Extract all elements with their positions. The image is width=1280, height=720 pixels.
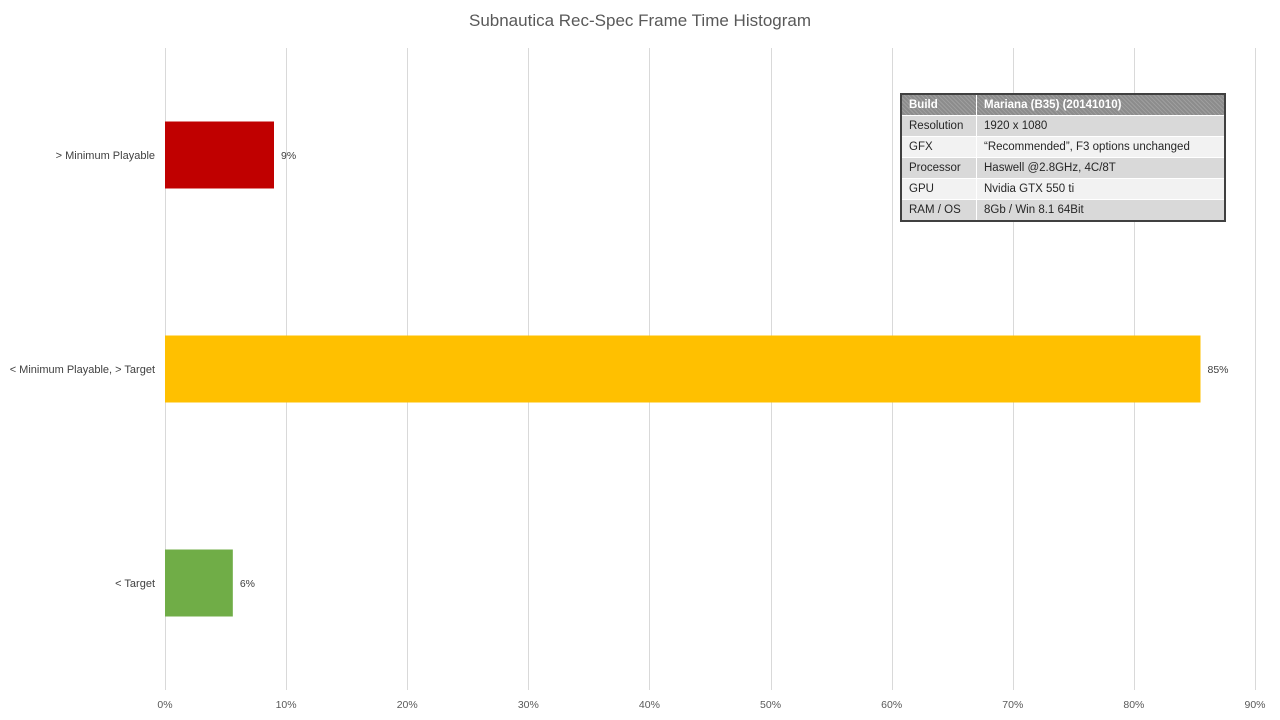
spec-value: Mariana (B35) (20141010) (976, 93, 1226, 116)
data-label: 6% (240, 578, 255, 590)
spec-row: GPU Nvidia GTX 550 ti (900, 178, 1226, 200)
spec-key: RAM / OS (900, 199, 977, 222)
labels: 0% 10% 20% 30% 40% 50% 60% 70% 80% 90% > Minimum P… (10, 150, 1266, 711)
x-tick-label: 20% (397, 699, 418, 711)
spec-value: 1920 x 1080 (976, 115, 1226, 137)
spec-table: Build Mariana (B35) (20141010) Resolutio… (900, 93, 1226, 222)
x-tick-label: 40% (639, 699, 660, 711)
x-tick-label: 30% (518, 699, 539, 711)
bar (165, 549, 233, 617)
spec-table-header: Build Mariana (B35) (20141010) (900, 93, 1226, 116)
y-category-label: < Minimum Playable, > Target (10, 364, 155, 376)
x-tick-label: 50% (760, 699, 781, 711)
bar (165, 335, 1201, 403)
y-category-label: > Minimum Playable (56, 150, 155, 162)
x-tick-label: 0% (157, 699, 172, 711)
x-tick-label: 10% (276, 699, 297, 711)
spec-row: Resolution 1920 x 1080 (900, 115, 1226, 137)
spec-value: Haswell @2.8GHz, 4C/8T (976, 157, 1226, 179)
x-tick-label: 60% (881, 699, 902, 711)
bar (165, 121, 274, 189)
chart-title: Subnautica Rec-Spec Frame Time Histogram (468, 11, 812, 30)
spec-value: 8Gb / Win 8.1 64Bit (976, 199, 1226, 222)
x-tick-label: 90% (1244, 699, 1265, 711)
spec-key: Build (900, 93, 977, 116)
data-label: 85% (1208, 364, 1229, 376)
x-tick-label: 80% (1123, 699, 1144, 711)
spec-row: RAM / OS 8Gb / Win 8.1 64Bit (900, 199, 1226, 222)
data-label: 9% (281, 150, 296, 162)
spec-row: Processor Haswell @2.8GHz, 4C/8T (900, 157, 1226, 179)
spec-key: Resolution (900, 115, 977, 137)
y-category-label: < Target (115, 578, 155, 590)
bars (165, 121, 1201, 617)
spec-key: Processor (900, 157, 977, 179)
spec-key: GPU (900, 178, 977, 200)
spec-row: GFX “Recommended”, F3 options unchanged (900, 136, 1226, 158)
x-tick-label: 70% (1002, 699, 1023, 711)
spec-value: “Recommended”, F3 options unchanged (976, 136, 1226, 158)
spec-key: GFX (900, 136, 977, 158)
spec-value: Nvidia GTX 550 ti (976, 178, 1226, 200)
